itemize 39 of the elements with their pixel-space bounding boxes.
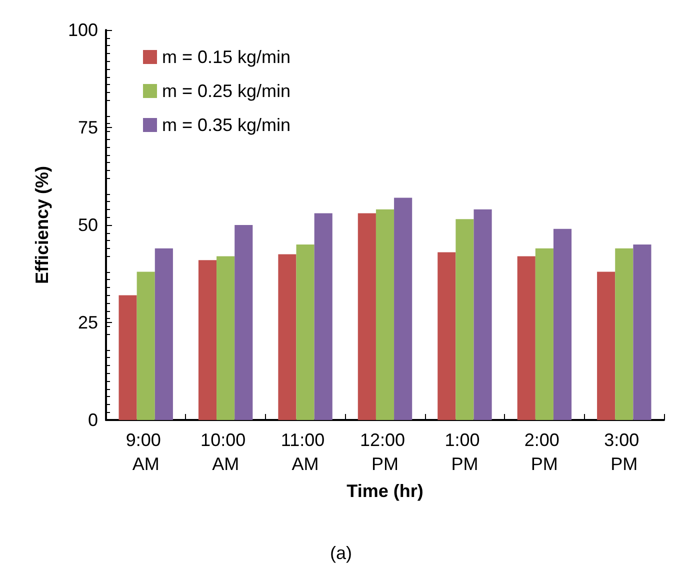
- x-tick-label: 9:00 AM: [126, 430, 166, 474]
- y-tick-label: 0: [88, 410, 98, 430]
- bar: [456, 219, 474, 420]
- x-tick-label: 12:00 PM: [360, 430, 410, 474]
- legend-label: m = 0.35 kg/min: [162, 115, 291, 135]
- bar: [296, 244, 314, 420]
- y-tick-label: 25: [78, 312, 98, 332]
- bar: [278, 254, 296, 420]
- bar: [535, 248, 554, 420]
- legend-label: m = 0.25 kg/min: [162, 81, 291, 101]
- bar: [136, 272, 155, 420]
- x-tick-label: 2:00 PM: [524, 430, 564, 474]
- bar: [474, 209, 492, 420]
- bar: [118, 295, 137, 420]
- bar: [394, 198, 412, 420]
- x-axis-title: Time (hr): [346, 481, 424, 501]
- bar: [553, 228, 572, 420]
- bar: [358, 213, 376, 420]
- bar: [438, 252, 456, 420]
- bar: [597, 272, 616, 420]
- bar: [633, 244, 652, 420]
- legend-label: m = 0.15 kg/min: [162, 47, 291, 67]
- bar: [615, 248, 634, 420]
- bar: [517, 256, 536, 420]
- y-axis-title: Efficiency (%): [32, 166, 52, 284]
- y-tick-label: 75: [78, 118, 98, 138]
- bar: [198, 260, 217, 420]
- bar: [154, 248, 173, 420]
- x-tick-label: 11:00 AM: [280, 430, 330, 474]
- text: (a): [330, 543, 352, 563]
- x-tick-label: 10:00 AM: [200, 430, 251, 474]
- x-tick-label: 3:00 PM: [604, 430, 644, 474]
- bar: [234, 225, 253, 420]
- x-tick-label: 1:00 PM: [444, 430, 485, 474]
- bar: [314, 213, 332, 420]
- y-tick-label: 50: [78, 215, 98, 235]
- bar: [376, 209, 394, 420]
- y-tick-label: 100: [68, 20, 98, 40]
- bar: [216, 256, 235, 420]
